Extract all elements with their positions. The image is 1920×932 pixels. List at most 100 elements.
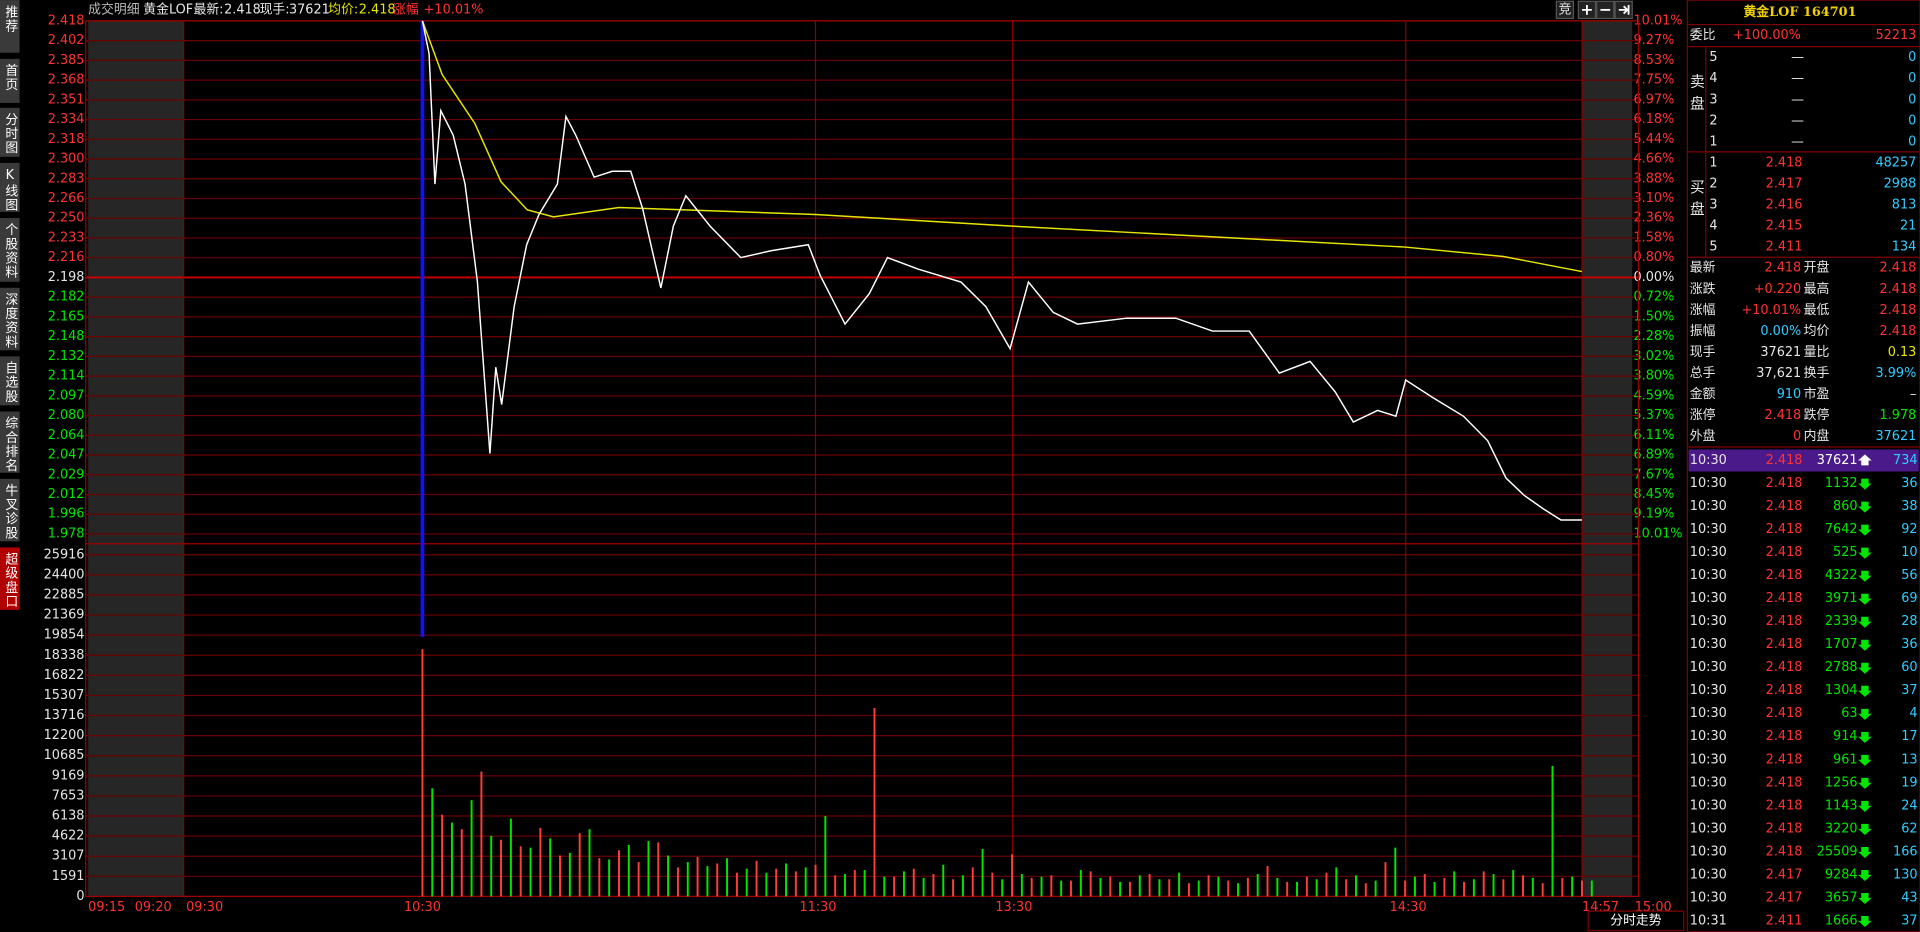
price-tick-label: 2.300	[48, 152, 85, 167]
volume-bar	[1472, 879, 1475, 897]
sidebar-tab-label[interactable]: 分时图	[2, 113, 17, 155]
trade-time: 10:30	[1690, 545, 1727, 560]
trade-price: 2.418	[1766, 545, 1803, 560]
sidebar-tab[interactable]	[0, 218, 20, 282]
sell-volume: 0	[1908, 50, 1916, 65]
toolbar-icon[interactable]	[1618, 4, 1630, 15]
stat-value: 37,621	[1756, 366, 1801, 381]
sidebar-tab[interactable]	[0, 0, 20, 53]
volume-bar	[1423, 873, 1426, 897]
trade-volume: 1304	[1825, 683, 1858, 698]
price-tick-label: 2.318	[48, 132, 85, 147]
price-tick-label: 2.368	[48, 73, 85, 88]
sidebar-tab[interactable]	[0, 356, 20, 406]
volume-bar	[902, 871, 905, 897]
volume-bar	[1502, 879, 1505, 897]
trade-volume: 3971	[1825, 591, 1858, 606]
trade-time: 10:30	[1690, 568, 1727, 583]
sidebar-tab-label[interactable]: 综合排名	[2, 416, 17, 472]
volume-tick-label: 9169	[52, 768, 85, 783]
trade-count: 36	[1901, 637, 1917, 652]
sidebar-tab[interactable]	[0, 107, 20, 157]
trade-time: 10:30	[1690, 867, 1727, 882]
pct-tick-label: 1.50%	[1633, 309, 1674, 324]
trade-count: 92	[1901, 522, 1917, 537]
trade-price: 2.418	[1766, 568, 1803, 583]
trade-arrow	[1858, 823, 1872, 835]
bottom-tab-label[interactable]: 分时走势	[1610, 912, 1662, 928]
sidebar-tab-label[interactable]: 牛叉诊股	[2, 484, 17, 540]
trade-volume: 2339	[1825, 614, 1858, 629]
trade-volume: 525	[1833, 545, 1858, 560]
trade-count: 60	[1901, 660, 1917, 675]
volume-bar	[873, 707, 876, 897]
trade-volume: 63	[1841, 706, 1857, 721]
volume-bar	[627, 844, 630, 897]
buy-price: 2.416	[1766, 198, 1803, 213]
sidebar-tab-label[interactable]: K线图	[2, 168, 17, 212]
volume-bar	[1404, 880, 1407, 897]
trade-arrow	[1858, 454, 1872, 466]
pct-tick-label: 3.02%	[1633, 349, 1674, 364]
volume-bar	[1030, 877, 1033, 897]
trade-volume: 961	[1833, 752, 1858, 767]
trade-highlight	[1688, 449, 1919, 472]
volume-bar	[657, 842, 660, 897]
sidebar-tab-label[interactable]: 深度资料	[2, 293, 17, 349]
volume-bar	[1197, 880, 1200, 897]
trade-arrow	[1858, 478, 1872, 490]
trade-arrow	[1858, 616, 1872, 628]
sidebar-tab-label[interactable]: 个股资料	[2, 223, 17, 279]
volume-bar	[1128, 881, 1131, 897]
pct-tick-label: 5.44%	[1633, 132, 1674, 147]
sidebar-tab[interactable]	[0, 58, 20, 103]
sell-level: 3	[1709, 92, 1717, 107]
auction-button-label[interactable]: 竞	[1558, 1, 1571, 17]
price-tick-label: 2.165	[48, 309, 85, 324]
sidebar-tab[interactable]	[0, 478, 20, 542]
sidebar-tab[interactable]	[0, 287, 20, 351]
sidebar-tab-label[interactable]: 推荐	[2, 5, 17, 33]
trade-count: 37	[1901, 683, 1917, 698]
auction-button[interactable]	[1555, 0, 1575, 20]
trade-price: 2.418	[1766, 591, 1803, 606]
sidebar-tab-label[interactable]: 超级盘口	[2, 552, 17, 608]
sell-price: —	[1791, 134, 1804, 149]
pct-tick-label: 6.89%	[1633, 448, 1674, 463]
pct-tick-label: 6.11%	[1633, 428, 1674, 443]
price-tick-label: 2.064	[48, 428, 85, 443]
volume-bar	[1305, 876, 1308, 897]
price-tick-label: 2.114	[48, 369, 85, 384]
trade-time: 10:30	[1690, 476, 1727, 491]
volume-bar	[529, 847, 532, 897]
volume-bar	[1345, 879, 1348, 897]
trade-time: 10:30	[1690, 591, 1727, 606]
sell-level: 1	[1709, 134, 1717, 149]
volume-bar	[1512, 870, 1515, 897]
volume-bar	[480, 771, 483, 897]
trade-arrow	[1858, 731, 1872, 743]
trade-arrow	[1858, 754, 1872, 766]
sidebar-tab-label[interactable]: 首页	[2, 64, 17, 92]
sidebar-tab[interactable]	[0, 547, 20, 610]
trade-arrow	[1858, 846, 1872, 858]
stat-label: 涨停	[1690, 407, 1716, 423]
chart-frame	[85, 20, 1639, 898]
volume-tick-label: 19854	[44, 628, 85, 643]
stat-value: 0.00%	[1760, 324, 1801, 339]
bottom-tab[interactable]	[1587, 910, 1685, 932]
sidebar-tab[interactable]	[0, 162, 20, 212]
sidebar-tab[interactable]	[0, 411, 20, 473]
price-tick-label: 2.250	[48, 211, 85, 226]
stat-label: 跌停	[1804, 407, 1830, 423]
pct-tick-label: 4.59%	[1633, 388, 1674, 403]
volume-bar	[952, 879, 955, 897]
pct-tick-label: 8.53%	[1633, 53, 1674, 68]
toolbar-icon[interactable]	[1582, 4, 1592, 15]
sidebar-tab-label[interactable]: 自选股	[2, 361, 17, 403]
stat-value: +0.220	[1754, 282, 1802, 297]
trade-price: 2.418	[1766, 499, 1803, 514]
volume-bar	[667, 855, 670, 897]
trade-count: 56	[1901, 568, 1917, 583]
volume-bar	[775, 868, 778, 897]
